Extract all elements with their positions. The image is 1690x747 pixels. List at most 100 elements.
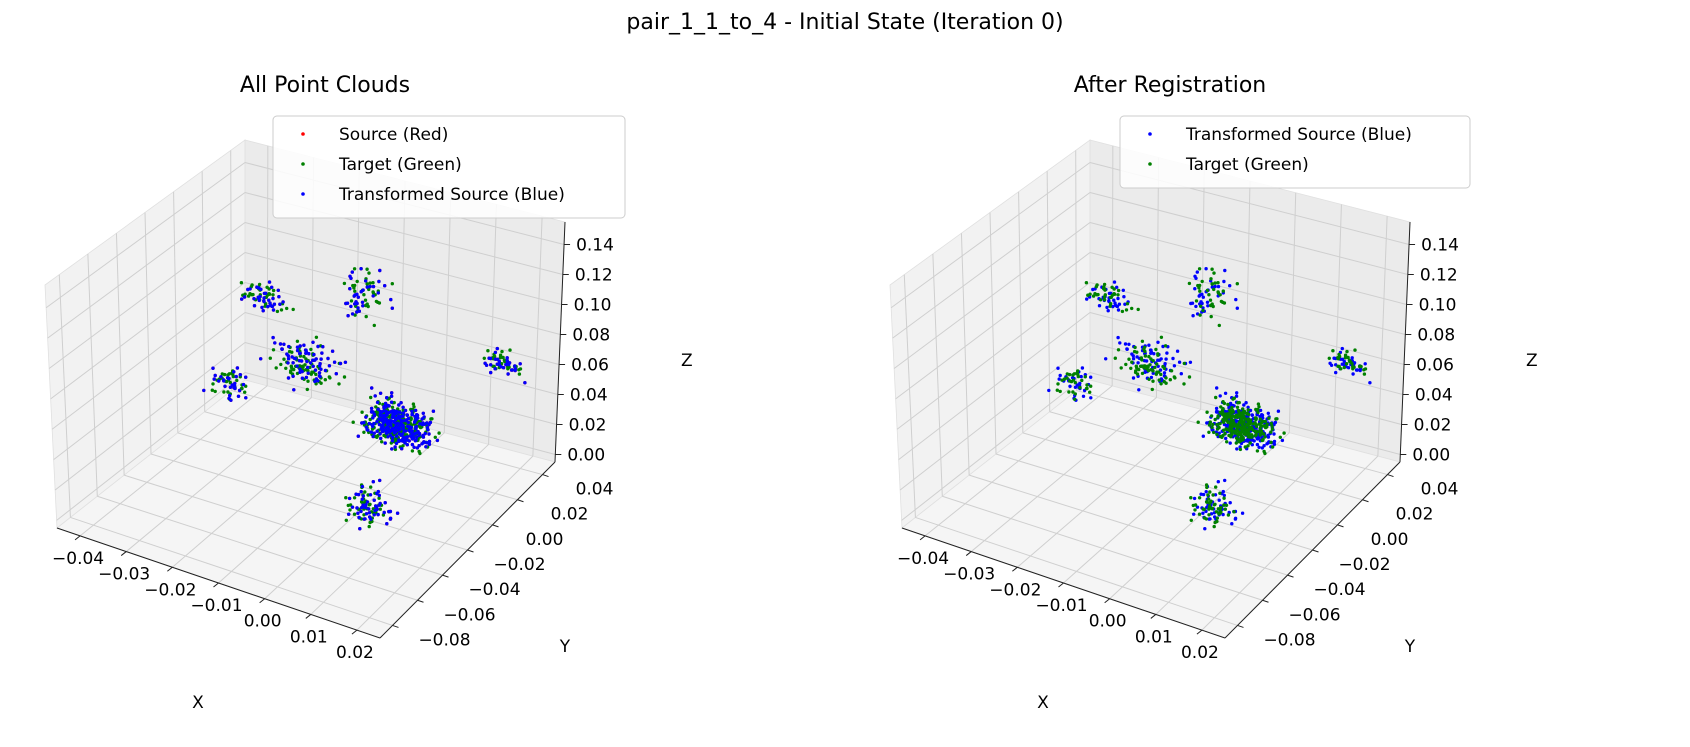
scatter-point <box>1231 418 1235 423</box>
grid-line <box>960 233 970 476</box>
scatter-point <box>371 410 375 414</box>
scatter-point <box>237 388 242 393</box>
scatter-point <box>369 430 373 434</box>
scatter-point <box>286 357 291 361</box>
z-axis-label: Z <box>1526 351 1538 371</box>
scatter-point <box>1212 271 1216 275</box>
scatter-point <box>310 370 314 374</box>
scatter-point <box>1102 282 1107 287</box>
series-target <box>1055 267 1368 529</box>
scatter-point <box>354 492 358 496</box>
grid-lines <box>890 145 1410 631</box>
scatter-point <box>374 505 379 509</box>
scatter-point <box>1108 302 1113 306</box>
scatter-point <box>361 304 365 308</box>
scatter-point <box>1207 430 1211 434</box>
scatter-point <box>1246 405 1250 409</box>
grid-line <box>48 222 246 369</box>
scatter-point <box>1358 364 1362 368</box>
scatter-point <box>1195 505 1200 509</box>
scatter-point <box>1206 493 1210 497</box>
scatter-point <box>364 314 368 319</box>
scatter-point <box>1340 346 1344 351</box>
scatter-point <box>364 415 368 419</box>
scatter-point <box>1204 500 1209 504</box>
scatter-point <box>1233 517 1238 521</box>
scatter-point <box>424 445 428 449</box>
legend: Transformed Source (Blue) Target (Green) <box>1119 115 1471 189</box>
scatter-point <box>377 496 381 500</box>
grid-line <box>1089 312 1403 395</box>
scatter-point <box>1173 376 1177 380</box>
scatter-point <box>1242 411 1246 415</box>
scatter-point <box>1206 304 1210 308</box>
scatter-point <box>1247 417 1251 421</box>
legend-entry-label: Transformed Source (Blue) <box>338 185 565 205</box>
scatter-point <box>1212 503 1217 507</box>
scatter-point <box>350 270 354 274</box>
scatter-point <box>1189 496 1193 500</box>
scatter-point <box>1143 349 1147 354</box>
scatter-point <box>291 374 295 378</box>
scatter-point <box>1159 382 1163 386</box>
scatter-point <box>1275 417 1279 421</box>
scatter-point <box>365 267 369 271</box>
z-tick-label: 0.00 <box>1412 446 1450 466</box>
scatter-point <box>417 444 421 448</box>
scatter-point <box>270 285 274 289</box>
scatter-point <box>493 357 498 361</box>
grid-line <box>1089 222 1407 305</box>
scatter-point <box>367 511 372 515</box>
scatter-point <box>1246 435 1251 439</box>
scatter-point <box>1215 386 1219 390</box>
scatter-point <box>241 382 246 387</box>
scatter-point <box>210 388 214 392</box>
scatter-point <box>313 379 317 384</box>
scatter-point <box>256 296 261 300</box>
scatter-point <box>1164 357 1168 361</box>
scatter-point <box>286 354 290 358</box>
scatter-point <box>1120 309 1125 314</box>
grid-line <box>443 192 452 433</box>
grid-line <box>204 411 518 501</box>
scatter-point <box>395 511 400 515</box>
scatter-point <box>1208 420 1212 424</box>
scatter-point <box>370 386 374 390</box>
scatter-point <box>1213 417 1217 422</box>
scatter-point <box>231 374 236 379</box>
y-tick-label: 0.02 <box>551 505 589 525</box>
y-tick <box>542 474 549 478</box>
scatter-point <box>295 345 300 349</box>
z-tick-label: 0.10 <box>1419 296 1457 316</box>
scatter-point <box>1216 507 1220 511</box>
scatter-point <box>278 302 282 306</box>
scatter-point <box>1218 394 1222 398</box>
scatter-point <box>1240 426 1244 430</box>
scatter-point <box>1124 308 1129 312</box>
scatter-point <box>1223 431 1227 436</box>
scatter-point <box>1218 511 1223 515</box>
scatter-point <box>1102 298 1107 302</box>
grid-line <box>915 516 1238 626</box>
scatter-point <box>486 349 490 353</box>
scatter-point <box>378 391 383 395</box>
scatter-point <box>1131 357 1136 361</box>
scatter-point <box>1150 387 1154 392</box>
grid-line <box>244 342 557 425</box>
scatter-point <box>351 283 355 288</box>
scatter-point <box>1236 429 1240 433</box>
y-tick-label: −0.04 <box>1313 580 1365 600</box>
scatter-point <box>358 527 362 531</box>
scatter-point <box>1270 427 1275 431</box>
scatter-point <box>1205 300 1210 304</box>
scatter-point <box>1094 285 1098 289</box>
x-tick-label: 0.00 <box>244 612 282 632</box>
scatter-point <box>1258 426 1262 431</box>
scatter-point <box>360 484 365 489</box>
scatter-point <box>430 417 434 421</box>
scatter-point <box>1122 295 1126 299</box>
scatter-point <box>1272 439 1277 444</box>
scatter-point <box>1073 380 1077 385</box>
scatter-point <box>1256 407 1260 412</box>
scatter-point <box>371 434 375 439</box>
